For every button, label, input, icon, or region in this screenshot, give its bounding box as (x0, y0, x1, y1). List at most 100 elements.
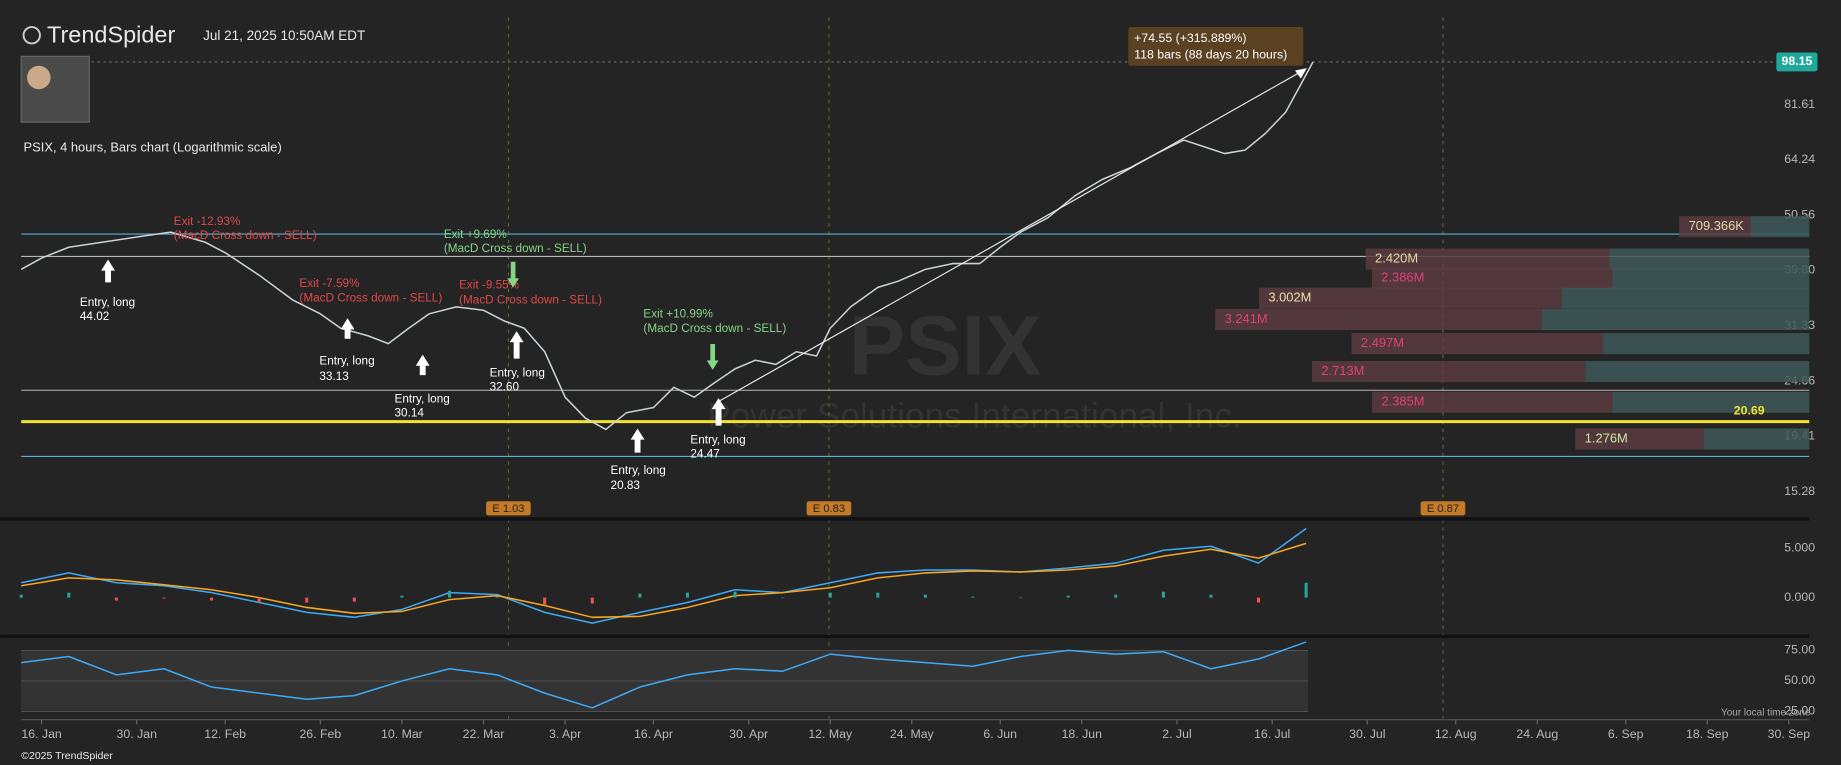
logo-thumbnail (20, 55, 90, 123)
local-time-note: Your local time zone (1721, 707, 1811, 718)
entry-label: Entry, long (611, 464, 666, 477)
x-tick-label: 26. Feb (299, 727, 341, 741)
profile-bar (1371, 267, 1613, 289)
entry-arrow (101, 259, 115, 283)
measure-change: +74.55 (+315.889%) (1134, 31, 1246, 45)
histogram-bar (1209, 594, 1213, 598)
profile-bar-part (1612, 391, 1810, 413)
exit-arrow (706, 343, 719, 370)
histogram-bar (590, 597, 594, 604)
histogram-bar (1304, 582, 1308, 598)
exit-label: Exit -9.55% (459, 278, 520, 291)
profile-label: 1.276M (1585, 430, 1628, 445)
histogram-bar (781, 597, 785, 599)
x-tick-label: 18. Jun (1062, 727, 1103, 741)
histogram-bar (1019, 597, 1023, 599)
last-price-label: 98.15 (1782, 54, 1813, 68)
exit-reason: (MacD Cross down - SELL) (643, 322, 786, 335)
histogram-bar (305, 597, 309, 603)
histogram-bar (685, 592, 689, 598)
entry-arrow (630, 428, 645, 453)
y-tick-label: 64.24 (1784, 152, 1815, 166)
profile-label: 2.386M (1381, 270, 1424, 285)
profile-label: 3.241M (1225, 311, 1268, 326)
histogram-bar (1066, 595, 1070, 598)
entry-label: Entry, long (80, 296, 135, 309)
copyright: ©2025 TrendSpider (21, 750, 113, 762)
chart-label: PSIX, 4 hours, Bars chart (Logarithmic s… (24, 139, 282, 154)
profile-bar-part (1609, 248, 1810, 270)
y-tick-label: 75.00 (1784, 643, 1815, 657)
histogram-bar (400, 595, 404, 598)
series-line (20, 61, 1314, 431)
earnings-box (486, 501, 531, 516)
profile-bar-part (1561, 287, 1810, 309)
logo-face (27, 65, 51, 90)
histogram-bar (19, 594, 23, 598)
y-tick-label: 25.00 (1784, 704, 1815, 718)
histogram-bar (876, 592, 880, 598)
last-price-box (1776, 52, 1818, 72)
y-tick-label: 50.00 (1784, 673, 1815, 687)
earnings-label: E 0.83 (813, 503, 845, 515)
series-line (21, 527, 1307, 624)
histogram-bar (210, 597, 214, 601)
x-tick-label: 24. May (890, 727, 935, 741)
x-tick-label: 18. Sep (1686, 727, 1729, 741)
exit-label: Exit +10.99% (643, 308, 713, 321)
y-tick-label: 15.28 (1784, 484, 1815, 498)
measure-span: 118 bars (88 days 20 hours) (1134, 47, 1287, 61)
histogram-bar (67, 592, 71, 598)
histogram-bar (638, 593, 642, 598)
timestamp: Jul 21, 2025 10:50AM EDT (203, 28, 365, 43)
entry-price: 24.47 (690, 447, 719, 460)
series-line (21, 641, 1307, 709)
x-tick-label: 12. May (808, 727, 853, 741)
histogram-bar (923, 594, 927, 598)
entry-label: Entry, long (395, 392, 450, 405)
x-tick-label: 6. Sep (1608, 727, 1644, 741)
profile-bar (1372, 391, 1613, 413)
measure-arrow (1295, 68, 1307, 79)
entry-arrow (415, 354, 430, 376)
profile-bar-part (1585, 360, 1810, 383)
earnings-label: E 1.03 (492, 503, 524, 515)
histogram-bar (543, 597, 547, 605)
x-tick-label: 16. Jul (1254, 727, 1290, 741)
exit-reason: (MacD Cross down - SELL) (444, 242, 587, 255)
histogram-bar (257, 597, 261, 603)
profile-bar (1351, 333, 1604, 355)
profile-bar-part (1703, 428, 1810, 450)
histogram-bar (495, 596, 499, 598)
x-tick-label: 6. Jun (983, 727, 1017, 741)
entry-arrow (711, 398, 726, 426)
profile-bar-part (1603, 333, 1810, 355)
exit-reason: (MacD Cross down - SELL) (299, 291, 442, 304)
x-tick-label: 30. Jul (1349, 727, 1385, 741)
brand: TrendSpider (47, 22, 175, 48)
histogram-bar (162, 597, 166, 599)
x-tick-label: 24. Aug (1516, 727, 1558, 741)
earnings-box (1420, 501, 1466, 516)
x-tick-label: 30. Apr (729, 727, 768, 741)
profile-bar (1215, 308, 1542, 331)
entry-label: Entry, long (490, 366, 545, 379)
histogram-bar (1257, 597, 1261, 603)
profile-bar (1365, 248, 1610, 270)
x-tick-label: 3. Apr (549, 727, 581, 741)
brand-icon (22, 26, 41, 45)
header: TrendSpider Jul 21, 2025 10:50AM EDT PSI… (20, 22, 365, 154)
entry-arrows (101, 259, 726, 453)
histogram-bar (733, 591, 737, 598)
profile-bar-part (1612, 267, 1810, 289)
marks: 15.2819.4124.6631.3339.8050.5664.2481.61… (19, 52, 1818, 741)
y-tick-label: 81.61 (1784, 97, 1815, 111)
event-lines (507, 17, 1444, 719)
entry-price: 30.14 (395, 406, 425, 419)
profile-label: 709.366K (1689, 218, 1745, 233)
histogram-bar (1114, 594, 1118, 598)
exit-reason: (MacD Cross down - SELL) (459, 294, 602, 307)
y-tick-label: 5.000 (1784, 541, 1815, 555)
